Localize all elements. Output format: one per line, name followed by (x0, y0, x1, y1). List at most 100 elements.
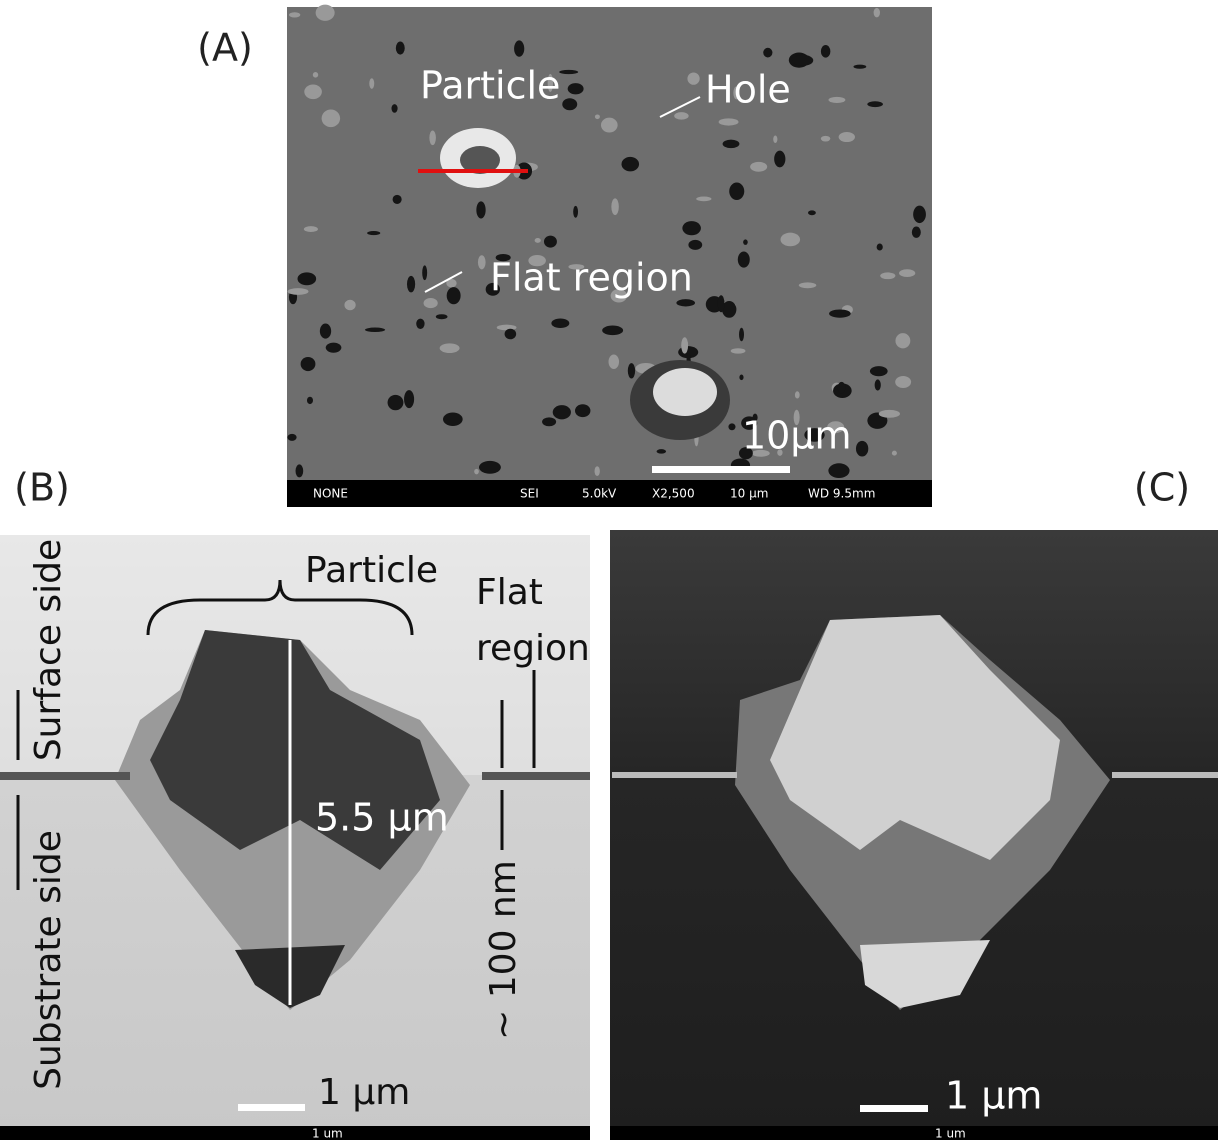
surface-hole (821, 45, 831, 58)
scale-label: 1 μm (318, 1072, 410, 1113)
surface-hole (795, 391, 800, 398)
surface-hole (750, 162, 767, 172)
surface-hole (780, 233, 800, 247)
particle-spot (653, 368, 717, 416)
surface-hole (611, 198, 618, 215)
surface-hole (367, 231, 380, 235)
surface-hole (687, 72, 699, 84)
surface-hole (723, 140, 740, 149)
surface-hole (288, 288, 309, 295)
panel-label: (A) (197, 26, 253, 70)
scale-bar (238, 1104, 305, 1111)
surface-hole (867, 101, 883, 107)
surface-hole (388, 395, 404, 410)
annotation: Particle (305, 550, 438, 591)
surface-hole (307, 397, 313, 404)
surface-hole (601, 118, 618, 133)
annotation: Hole (705, 68, 791, 112)
surface-hole (731, 348, 746, 353)
surface-hole (874, 8, 880, 18)
surface-hole (763, 48, 772, 58)
info-text: 1 um (935, 1127, 966, 1140)
surface-hole (738, 251, 750, 267)
surface-hole (443, 413, 463, 426)
surface-hole (535, 238, 541, 243)
info-text: 1 um (312, 1127, 343, 1140)
annotation: Particle (420, 64, 560, 108)
annotation: ~ 100 nm (483, 860, 524, 1040)
surface-hole (628, 363, 635, 378)
surface-hole (326, 343, 342, 353)
info-text: X2,500 (652, 487, 695, 501)
surface-hole (404, 390, 414, 408)
surface-hole (774, 151, 785, 168)
surface-hole (407, 276, 415, 293)
film (0, 772, 130, 780)
surface-hole (316, 5, 335, 21)
annotation: Flat region (490, 256, 693, 300)
surface-hole (298, 272, 317, 285)
figure: (A) Particle Hole Flat region 10μm NONE … (0, 0, 1218, 1140)
surface-hole (365, 328, 385, 333)
surface-hole (793, 55, 814, 66)
surface-hole (728, 423, 735, 430)
info-bar (610, 1126, 1218, 1140)
surface-hole (505, 329, 517, 339)
surface-hole (542, 417, 556, 426)
surface-hole (829, 309, 851, 317)
info-text: 5.0kV (582, 487, 617, 501)
annotation: 5.5 μm (315, 796, 449, 840)
surface-hole (575, 404, 590, 417)
annotation: Flat (476, 572, 543, 613)
surface-hole (880, 272, 895, 279)
surface-hole (877, 244, 883, 251)
surface-hole (497, 325, 517, 331)
surface-hole (913, 206, 926, 223)
surface-hole (875, 379, 881, 390)
surface-hole (474, 469, 479, 474)
surface-hole (828, 463, 849, 478)
surface-hole (799, 282, 817, 288)
surface-hole (828, 97, 845, 103)
surface-hole (895, 376, 911, 388)
surface-hole (478, 255, 486, 269)
surface-hole (839, 132, 855, 142)
surface-hole (391, 104, 397, 113)
surface-hole (568, 83, 584, 94)
surface-hole (657, 449, 667, 453)
scale-bar (652, 466, 790, 473)
surface-hole (892, 451, 897, 456)
surface-hole (595, 466, 600, 476)
surface-hole (899, 269, 915, 277)
annotation: Substrate side (28, 830, 69, 1090)
surface-hole (895, 333, 910, 348)
info-text: 10 μm (730, 487, 768, 501)
surface-hole (344, 300, 355, 310)
surface-hole (808, 210, 816, 215)
annotation: region (476, 628, 590, 669)
film (612, 772, 737, 778)
surface-hole (696, 197, 711, 202)
surface-hole (773, 136, 777, 143)
surface-hole (289, 12, 300, 17)
surface-hole (719, 118, 739, 125)
surface-hole (396, 42, 405, 55)
surface-hole (622, 157, 640, 172)
info-text: WD 9.5mm (808, 487, 875, 501)
surface-hole (313, 72, 318, 78)
surface-hole (870, 366, 888, 376)
surface-hole (879, 410, 900, 418)
scale-label: 10μm (742, 414, 852, 458)
panel-label: (C) (1134, 466, 1190, 510)
surface-hole (602, 326, 623, 336)
surface-hole (573, 206, 578, 218)
surface-hole (440, 343, 460, 353)
surface-hole (369, 78, 374, 89)
surface-hole (320, 324, 331, 339)
film (1112, 772, 1218, 778)
surface-hole (688, 240, 702, 250)
surface-hole (912, 227, 921, 238)
surface-hole (562, 98, 577, 110)
surface-hole (551, 318, 569, 328)
surface-hole (718, 295, 725, 312)
